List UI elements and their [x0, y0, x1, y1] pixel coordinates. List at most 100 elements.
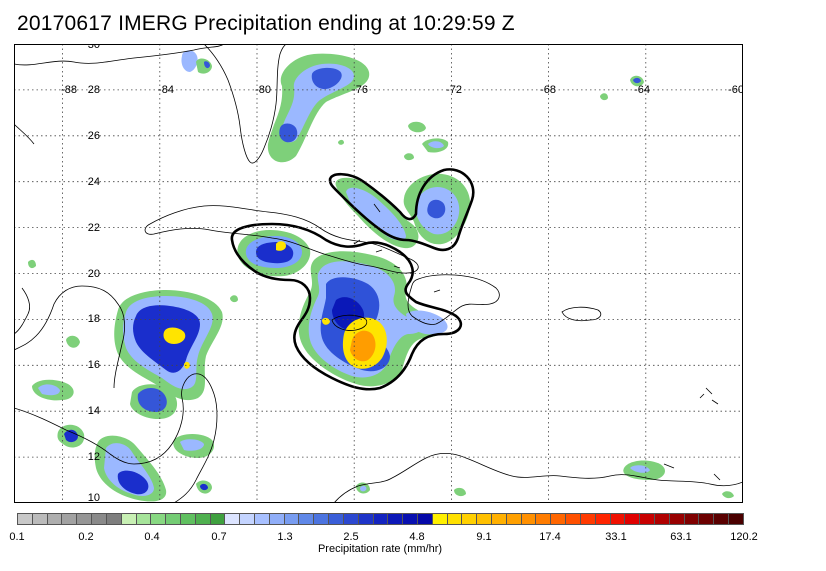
- colorbar-tick: 0.1: [9, 531, 25, 543]
- colorbar-swatch: [166, 514, 181, 524]
- colorbar-swatch: [403, 514, 418, 524]
- lon-label: -84: [158, 84, 174, 96]
- map-frame: [14, 44, 743, 503]
- colorbar-label: Precipitation rate (mm/hr): [317, 543, 443, 555]
- colorbar-tick: 0.7: [211, 531, 227, 543]
- lat-label: 28: [88, 84, 100, 96]
- colorbar-swatch: [358, 514, 374, 524]
- colorbar-swatch: [462, 514, 478, 524]
- lat-label: 16: [88, 359, 100, 371]
- coastline-hispaniola: [407, 274, 500, 325]
- lon-label: -72: [446, 84, 462, 96]
- colorbar-swatch: [77, 514, 93, 524]
- colorbar-swatch: [106, 514, 122, 524]
- colorbar-swatch: [314, 514, 330, 524]
- lat-label: 14: [88, 405, 100, 417]
- colorbar-swatch: [625, 514, 641, 524]
- colorbar-swatch: [654, 514, 670, 524]
- lat-label: 22: [88, 222, 100, 234]
- lat-label: 20: [88, 268, 100, 280]
- colorbar-tick: 4.8: [409, 531, 425, 543]
- colorbar-tick: 63.1: [670, 531, 692, 543]
- colorbar-swatch: [195, 514, 211, 524]
- colorbar-swatch: [47, 514, 63, 524]
- colorbar-swatch: [729, 514, 743, 524]
- lat-label: 10: [88, 492, 100, 503]
- coastline-lesser-antilles: [663, 387, 721, 481]
- colorbar-swatch: [536, 514, 552, 524]
- boundary-central: [230, 222, 463, 391]
- coastline-us-gulf: [14, 44, 225, 66]
- longitude-labels: -88 -84 -80 -76 -72 -68 -64 -60: [61, 84, 743, 96]
- coastline-cuba: [144, 205, 419, 274]
- colorbar-swatch: [284, 514, 300, 524]
- colorbar-swatch: [255, 514, 270, 524]
- boundary-contours: [230, 168, 475, 391]
- lon-label: -88: [61, 84, 77, 96]
- colorbar-swatch: [62, 514, 78, 524]
- boundary-bahamas: [328, 168, 475, 252]
- lat-label: 30: [88, 44, 100, 51]
- colorbar-swatch: [714, 514, 729, 524]
- colorbar-tick-labels: 0.1 0.2 0.4 0.7 1.3 2.5 4.8 9.1 17.4 33.…: [0, 531, 826, 545]
- colorbar-swatch: [492, 514, 507, 524]
- map-title: 20170617 IMERG Precipitation ending at 1…: [17, 12, 515, 35]
- colorbar-swatch: [373, 514, 389, 524]
- colorbar-tick: 1.3: [277, 531, 293, 543]
- lon-label: -80: [255, 84, 271, 96]
- colorbar-swatch: [551, 514, 567, 524]
- lat-label: 24: [88, 176, 100, 188]
- coastline-jamaica: [331, 314, 368, 331]
- colorbar-swatch: [477, 514, 492, 524]
- colorbar-swatch: [610, 514, 626, 524]
- colorbar-swatch: [684, 514, 700, 524]
- colorbar-tick: 0.4: [144, 531, 160, 543]
- coastline-central-america: [14, 373, 218, 503]
- colorbar-swatch: [580, 514, 596, 524]
- colorbar-swatch: [343, 514, 359, 524]
- colorbar-swatch: [240, 514, 255, 524]
- colorbar-swatch: [329, 514, 344, 524]
- lon-label: -60: [728, 84, 743, 96]
- colorbar-tick: 33.1: [605, 531, 627, 543]
- colorbar-swatch: [225, 514, 241, 524]
- lat-label: 26: [88, 130, 100, 142]
- colorbar-tick: 2.5: [343, 531, 359, 543]
- colorbar-swatch: [566, 514, 581, 524]
- colorbar-swatch: [151, 514, 167, 524]
- colorbar-swatch: [92, 514, 107, 524]
- precipitation-map: -88 -84 -80 -76 -72 -68 -64 -60 30 28 26…: [14, 44, 743, 503]
- coastline-yucatan: [14, 285, 126, 389]
- lon-label: -64: [634, 84, 650, 96]
- coastline-bahamas: [353, 203, 441, 293]
- coastline-south-america: [333, 453, 743, 503]
- colorbar-swatch: [447, 514, 463, 524]
- colorbar-swatch: [699, 514, 715, 524]
- latitude-labels: 30 28 26 24 22 20 18 16 14 12 10: [88, 44, 100, 503]
- colorbar-swatch: [640, 514, 655, 524]
- colorbar-swatch: [432, 514, 448, 524]
- colorbar-swatch: [121, 514, 137, 524]
- colorbar-tick: 120.2: [730, 531, 758, 543]
- colorbar-swatch: [417, 514, 433, 524]
- colorbar: [17, 513, 744, 525]
- colorbar-swatch: [506, 514, 522, 524]
- colorbar-swatch: [180, 514, 196, 524]
- colorbar-swatch: [388, 514, 404, 524]
- colorbar-tick: 9.1: [476, 531, 492, 543]
- colorbar-swatch: [32, 514, 48, 524]
- coastline-florida: [203, 44, 287, 164]
- colorbar-tick: 0.2: [78, 531, 94, 543]
- coastlines: [14, 44, 743, 503]
- lon-label: -68: [540, 84, 556, 96]
- colorbar-swatch: [299, 514, 315, 524]
- colorbar-swatch: [210, 514, 226, 524]
- lat-label: 12: [88, 451, 100, 463]
- colorbar-swatch: [521, 514, 537, 524]
- gridlines: [14, 44, 743, 503]
- colorbar-swatch: [669, 514, 685, 524]
- colorbar-swatch: [595, 514, 611, 524]
- colorbar-tick: 17.4: [539, 531, 561, 543]
- colorbar-swatch: [18, 514, 33, 524]
- lat-label: 18: [88, 313, 100, 325]
